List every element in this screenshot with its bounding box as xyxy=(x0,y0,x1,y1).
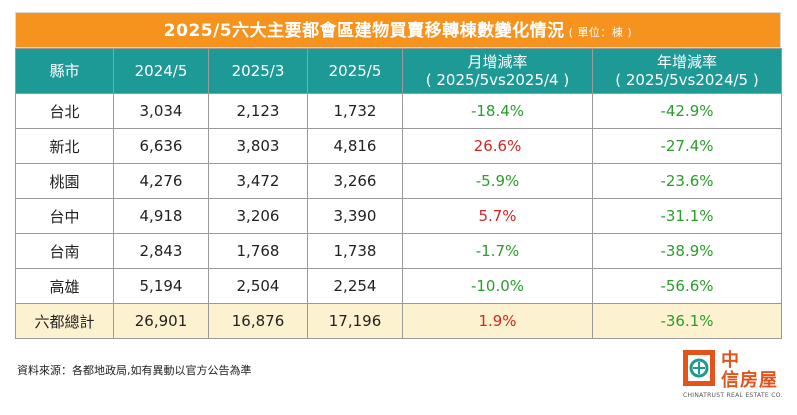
cell-city: 桃園 xyxy=(15,163,114,199)
total-row: 六都總計 26,901 16,876 17,196 1.9% -36.1% xyxy=(15,303,782,339)
cell-c3: 1,738 xyxy=(307,233,403,269)
header-2025-5: 2025/5 xyxy=(307,48,403,94)
cell-mom: 26.6% xyxy=(402,128,593,164)
cell-mom: 1.9% xyxy=(402,303,593,339)
cell-yoy: -27.4% xyxy=(592,128,782,164)
cell-yoy: -31.1% xyxy=(592,198,782,234)
cell-mom: 5.7% xyxy=(402,198,593,234)
logo-text-en: CHINATRUST REAL ESTATE CO. xyxy=(683,392,783,399)
cell-city: 新北 xyxy=(15,128,114,164)
header-yoy: 年增減率( 2025/5vs2024/5 ) xyxy=(592,48,782,94)
header-yoy-sub: ( 2025/5vs2024/5 ) xyxy=(615,71,759,89)
header-yoy-title: 年增減率 xyxy=(656,53,717,71)
cell-c3: 3,390 xyxy=(307,198,403,234)
cell-mom: -5.9% xyxy=(402,163,593,199)
unit-label: ( 單位：棟 ) xyxy=(568,26,633,39)
cell-c2: 1,768 xyxy=(208,233,308,269)
table-title: 2025/5六大主要都會區建物買賣移轉棟數變化情況( 單位：棟 ) xyxy=(15,12,781,48)
cell-c1: 4,918 xyxy=(113,198,209,234)
cell-c1: 6,636 xyxy=(113,128,209,164)
table-row: 台南 2,843 1,768 1,738 -1.7% -38.9% xyxy=(15,233,782,269)
cell-c3: 3,266 xyxy=(307,163,403,199)
header-mom-sub: ( 2025/5vs2025/4 ) xyxy=(425,71,570,89)
table-row: 高雄 5,194 2,504 2,254 -10.0% -56.6% xyxy=(15,268,782,304)
cell-c3: 17,196 xyxy=(307,303,403,339)
table-header-row: 縣市 2024/5 2025/3 2025/5 月增減率( 2025/5vs20… xyxy=(15,48,782,94)
header-2025-3: 2025/3 xyxy=(208,48,308,94)
header-mom: 月增減率( 2025/5vs2025/4 ) xyxy=(402,48,593,94)
cell-c1: 26,901 xyxy=(113,303,209,339)
transfer-table: 縣市 2024/5 2025/3 2025/5 月增減率( 2025/5vs20… xyxy=(15,48,782,339)
cell-mom: -18.4% xyxy=(402,93,593,129)
cell-city: 台北 xyxy=(15,93,114,129)
title-text: 2025/5六大主要都會區建物買賣移轉棟數變化情況 xyxy=(163,21,565,41)
cell-city: 台南 xyxy=(15,233,114,269)
header-2024-5: 2024/5 xyxy=(113,48,209,94)
cell-c1: 3,034 xyxy=(113,93,209,129)
cell-c2: 3,803 xyxy=(208,128,308,164)
cell-yoy: -23.6% xyxy=(592,163,782,199)
table-row: 台北 3,034 2,123 1,732 -18.4% -42.9% xyxy=(15,93,782,129)
table-row: 桃園 4,276 3,472 3,266 -5.9% -23.6% xyxy=(15,163,782,199)
header-mom-title: 月增減率 xyxy=(467,53,528,71)
cell-c3: 4,816 xyxy=(307,128,403,164)
cell-mom: -1.7% xyxy=(402,233,593,269)
cell-city: 高雄 xyxy=(15,268,114,304)
table-row: 新北 6,636 3,803 4,816 26.6% -27.4% xyxy=(15,128,782,164)
cell-c2: 3,206 xyxy=(208,198,308,234)
cell-mom: -10.0% xyxy=(402,268,593,304)
cell-yoy: -36.1% xyxy=(592,303,782,339)
cell-c1: 4,276 xyxy=(113,163,209,199)
cell-yoy: -38.9% xyxy=(592,233,782,269)
company-logo: 中 信房屋 CHINATRUST REAL ESTATE CO. xyxy=(683,346,783,406)
cell-c2: 2,504 xyxy=(208,268,308,304)
cell-city: 台中 xyxy=(15,198,114,234)
cell-c3: 1,732 xyxy=(307,93,403,129)
logo-text-line2: 信房屋 xyxy=(721,370,778,391)
source-note: 資料來源：各都地政局,如有異動以官方公告為準 xyxy=(17,364,252,377)
cell-yoy: -56.6% xyxy=(592,268,782,304)
chinatrust-logo-icon xyxy=(683,350,715,386)
cell-c1: 2,843 xyxy=(113,233,209,269)
header-city: 縣市 xyxy=(15,48,114,94)
cell-c2: 2,123 xyxy=(208,93,308,129)
cell-c2: 3,472 xyxy=(208,163,308,199)
cell-c3: 2,254 xyxy=(307,268,403,304)
cell-c2: 16,876 xyxy=(208,303,308,339)
cell-city: 六都總計 xyxy=(15,303,114,339)
cell-c1: 5,194 xyxy=(113,268,209,304)
table-row: 台中 4,918 3,206 3,390 5.7% -31.1% xyxy=(15,198,782,234)
cell-yoy: -42.9% xyxy=(592,93,782,129)
logo-text-line1: 中 xyxy=(721,350,739,371)
